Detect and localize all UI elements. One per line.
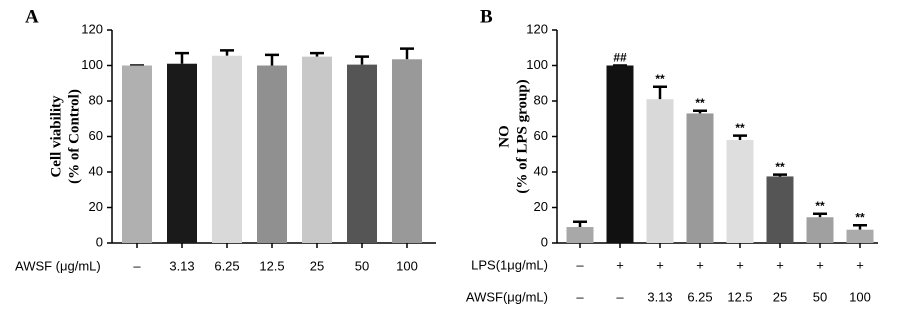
bar [122, 65, 152, 243]
bar [566, 227, 594, 243]
lps-label: – [576, 257, 584, 272]
y-tick-label: 20 [89, 199, 103, 214]
bar [766, 176, 794, 243]
x-tick-label: 6.25 [687, 289, 712, 304]
significance-label: ** [655, 72, 665, 86]
significance-label: ** [735, 121, 745, 135]
y-tick-label: 100 [81, 57, 103, 72]
error-bar [573, 220, 587, 228]
y-tick-label: 60 [89, 128, 103, 143]
x-tick-label: 100 [849, 289, 871, 304]
bar [392, 59, 422, 243]
bar [606, 65, 634, 243]
lps-label: + [656, 257, 664, 272]
y-axis-label: (% of Control) [66, 89, 82, 184]
x-tick-label: 12.5 [259, 258, 284, 273]
y-tick-label: 120 [81, 21, 103, 36]
y-tick-label: 80 [89, 92, 103, 107]
x-tick-label: 100 [396, 258, 418, 273]
y-tick-label: 0 [541, 234, 548, 249]
lps-label: + [696, 257, 704, 272]
bar [806, 217, 834, 243]
x-tick-label: 25 [310, 258, 324, 273]
y-tick-label: 20 [534, 199, 548, 214]
bar [167, 63, 197, 243]
bar [646, 99, 674, 243]
error-bar [265, 53, 279, 66]
bar [257, 65, 287, 243]
bar [686, 113, 714, 243]
significance-label: ** [855, 210, 865, 224]
bar [302, 56, 332, 243]
y-tick-label: 40 [534, 163, 548, 178]
significance-label: ** [775, 160, 785, 174]
x-tick-label: – [576, 289, 584, 304]
bar [726, 140, 754, 243]
y-axis-label: Cell viability [48, 95, 64, 178]
y-axis-label: (% of LPS group) [514, 79, 530, 193]
error-bar [175, 51, 189, 64]
lps-label: + [616, 257, 624, 272]
error-bar [400, 47, 414, 60]
panel-label: A [25, 6, 39, 27]
error-bar [733, 134, 747, 141]
error-bar [853, 224, 867, 230]
error-bar [813, 212, 827, 218]
error-bar [773, 173, 787, 177]
x-tick-label: 3.13 [169, 258, 194, 273]
lps-label: + [816, 257, 824, 272]
y-tick-label: 80 [534, 92, 548, 107]
y-tick-label: 120 [526, 21, 548, 36]
row-label: AWSF (μg/mL) [15, 258, 101, 273]
y-tick-label: 60 [534, 128, 548, 143]
y-axis-label: NO [496, 125, 512, 148]
bar [212, 55, 242, 243]
x-tick-label: – [133, 258, 141, 273]
error-bar [653, 85, 667, 100]
lps-label: + [776, 257, 784, 272]
error-bar [220, 49, 234, 56]
significance-label: ** [815, 199, 825, 213]
bar [846, 229, 874, 243]
x-tick-label: 12.5 [727, 289, 752, 304]
significance-label: ** [695, 96, 705, 110]
x-tick-label: 25 [773, 289, 787, 304]
lps-label: + [856, 257, 864, 272]
lps-label: + [736, 257, 744, 272]
x-tick-label: 50 [813, 289, 827, 304]
row-label: AWSF(μg/mL) [466, 289, 548, 304]
error-bar [693, 109, 707, 114]
x-tick-label: – [616, 289, 624, 304]
bar [347, 64, 377, 243]
y-tick-label: 0 [96, 234, 103, 249]
significance-label: ## [613, 51, 627, 65]
y-tick-label: 100 [526, 57, 548, 72]
x-tick-label: 6.25 [214, 258, 239, 273]
x-tick-label: 3.13 [647, 289, 672, 304]
panel-label: B [480, 6, 493, 27]
row-label: LPS(1μg/mL) [471, 257, 548, 272]
error-bar [355, 55, 369, 65]
error-bar [310, 51, 324, 57]
y-tick-label: 40 [89, 163, 103, 178]
x-tick-label: 50 [355, 258, 369, 273]
